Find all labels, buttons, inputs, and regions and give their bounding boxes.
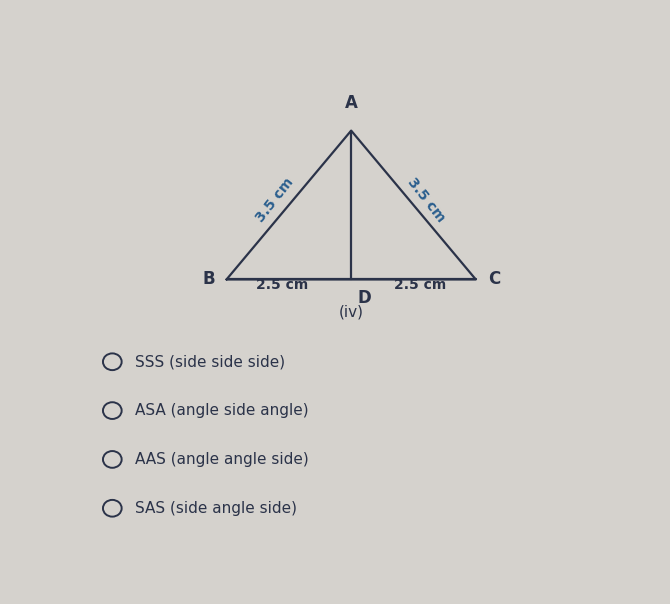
Text: 3.5 cm: 3.5 cm [253, 176, 296, 225]
Text: ASA (angle side angle): ASA (angle side angle) [135, 403, 308, 418]
Text: AAS (angle angle side): AAS (angle angle side) [135, 452, 308, 467]
Text: (iv): (iv) [338, 304, 364, 320]
Text: 3.5 cm: 3.5 cm [405, 176, 448, 225]
Text: 2.5 cm: 2.5 cm [256, 278, 308, 292]
Text: B: B [202, 271, 215, 289]
Text: 2.5 cm: 2.5 cm [394, 278, 446, 292]
Text: SAS (side angle side): SAS (side angle side) [135, 501, 297, 516]
Text: SSS (side side side): SSS (side side side) [135, 355, 285, 369]
Text: C: C [488, 271, 500, 289]
Text: A: A [345, 94, 358, 112]
Text: D: D [358, 289, 372, 307]
